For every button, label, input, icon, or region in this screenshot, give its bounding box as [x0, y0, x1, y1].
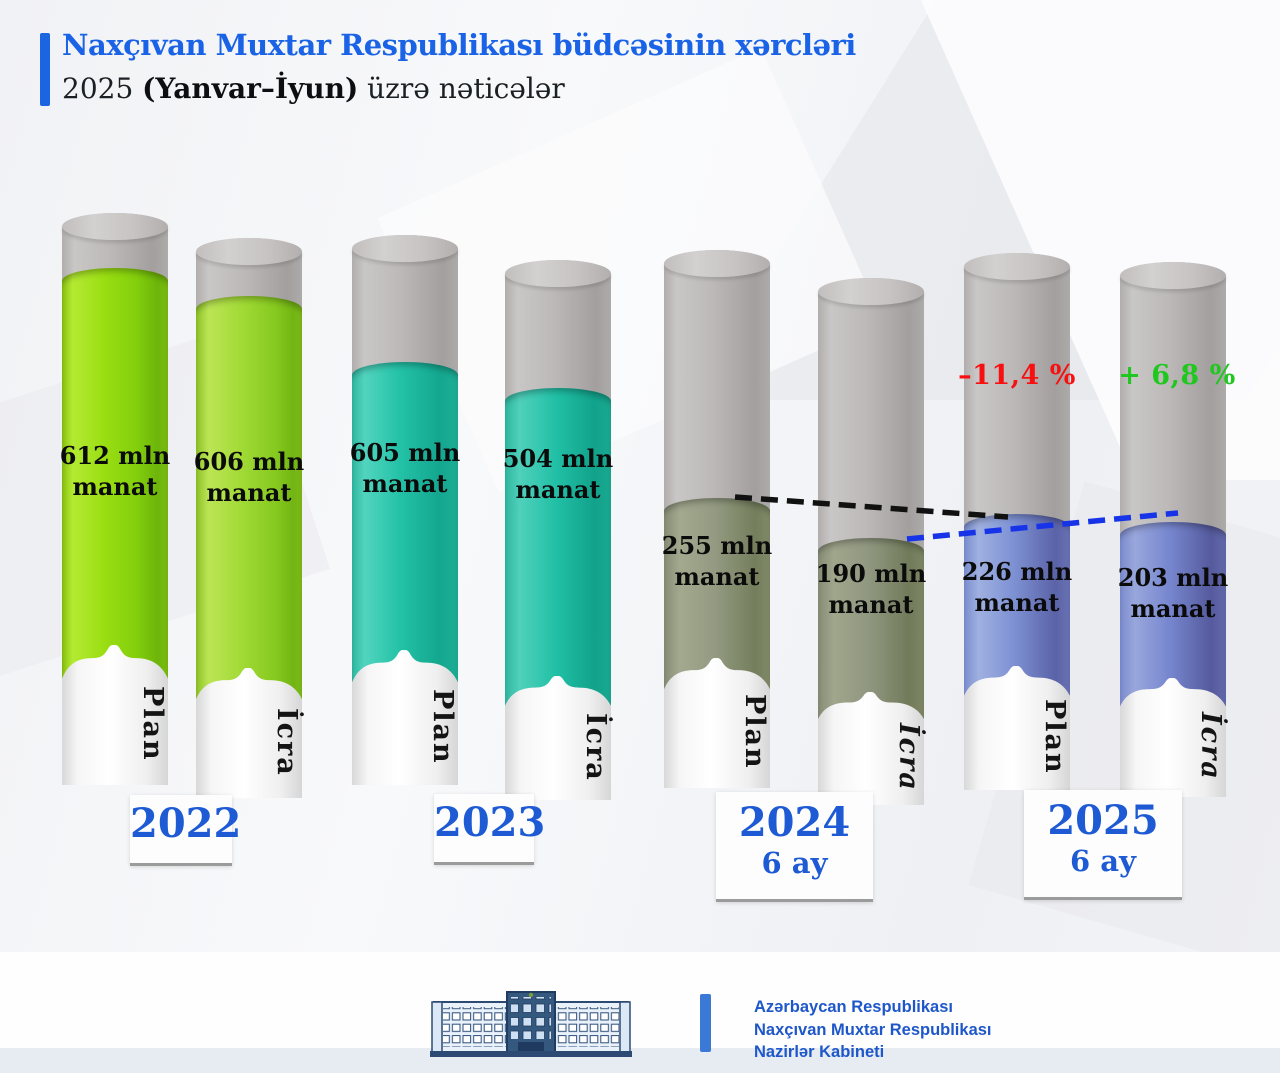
- bar-2022-plan: 612 mln manat Plan: [60, 0, 170, 830]
- bar-value: 504 mln manat: [502, 444, 614, 504]
- year-label: 2023: [434, 799, 546, 846]
- icra-comparison-line: [906, 510, 1179, 542]
- footer-line-1: Azərbaycan Respublikası: [754, 998, 953, 1016]
- bar-empty-tube: [505, 260, 611, 402]
- bar-2022-icra: 606 mln manat İcra: [194, 0, 304, 830]
- period-label: 6 ay: [1070, 844, 1136, 878]
- footer-line-3: Nazirlər Kabineti: [754, 1043, 885, 1061]
- year-card-2022: 2022: [130, 795, 242, 866]
- bar-series-label: Plan: [1039, 699, 1070, 775]
- bar-empty-tube: [196, 238, 302, 310]
- year-label: 2022: [130, 800, 242, 847]
- bar-value: 612 mln manat: [59, 441, 171, 501]
- bar-base: [196, 668, 302, 798]
- bar-series-label: Plan: [739, 694, 770, 770]
- year-card-2024: 2024 6 ay: [716, 792, 873, 902]
- bar-base: [1120, 678, 1226, 797]
- bar-2025-plan: 226 mln manat Plan: [962, 0, 1072, 830]
- bar-series-label: Plan: [427, 688, 458, 765]
- bar-empty-tube: [1120, 262, 1226, 536]
- annotation-plan-change: –11,4 %: [958, 360, 1076, 391]
- bar-base: [818, 692, 924, 805]
- bar-series-label: İcra: [1195, 712, 1226, 781]
- page-subtitle: 2025 (Yanvar–İyun) üzrə nəticələr: [62, 72, 565, 105]
- plan-comparison-line: [734, 494, 1009, 520]
- bar-2023-plan: 605 mln manat Plan: [350, 0, 460, 830]
- bar-2025-icra: 203 mln manat İcra: [1118, 0, 1228, 830]
- bar-base: [664, 658, 770, 788]
- government-building-icon: [430, 991, 632, 1057]
- bar-empty-tube: [664, 250, 770, 512]
- year-label: 2025: [1047, 797, 1159, 844]
- footer-organization-text: Azərbaycan Respublikası Naxçıvan Muxtar …: [754, 996, 992, 1064]
- title-accent-bar: [40, 33, 50, 106]
- bar-base: [964, 666, 1070, 790]
- bar-value: 606 mln manat: [193, 447, 305, 507]
- subtitle-period: (Yanvar–İyun): [142, 72, 359, 105]
- footer-line-2: Naxçıvan Muxtar Respublikası: [754, 1020, 992, 1039]
- bar-base: [62, 645, 168, 785]
- bar-series-label: Plan: [137, 686, 168, 762]
- bar-series-label: İcra: [580, 712, 611, 782]
- bar-value: 255 mln manat: [661, 531, 773, 591]
- bar-value: 190 mln manat: [815, 559, 927, 619]
- subtitle-rest: üzrə nəticələr: [358, 72, 565, 105]
- bar-2023-icra: 504 mln manat İcra: [503, 0, 613, 830]
- bar-value: 226 mln manat: [961, 557, 1073, 617]
- bar-base: [352, 650, 458, 785]
- bar-series-label: İcra: [893, 723, 924, 792]
- bar-base: [505, 676, 611, 800]
- period-label: 6 ay: [761, 846, 828, 880]
- footer-band: [0, 952, 1280, 1048]
- bar-series-label: İcra: [271, 707, 302, 777]
- bottom-strip: [0, 1048, 1280, 1073]
- bar-empty-tube: [352, 235, 458, 376]
- bar-empty-tube: [964, 253, 1070, 528]
- year-label: 2024: [738, 799, 851, 846]
- bar-value: 605 mln manat: [349, 438, 461, 498]
- year-card-2025: 2025 6 ay: [1024, 790, 1182, 900]
- footer-divider-bar: [700, 994, 711, 1052]
- subtitle-year: 2025: [62, 72, 143, 105]
- page-title: Naxçıvan Muxtar Respublikası büdcəsinin …: [62, 28, 856, 62]
- bar-value: 203 mln manat: [1117, 563, 1229, 623]
- annotation-icra-change: + 6,8 %: [1118, 360, 1236, 391]
- bar-2024-plan: 255 mln manat Plan: [662, 0, 772, 830]
- year-card-2023: 2023: [434, 794, 546, 865]
